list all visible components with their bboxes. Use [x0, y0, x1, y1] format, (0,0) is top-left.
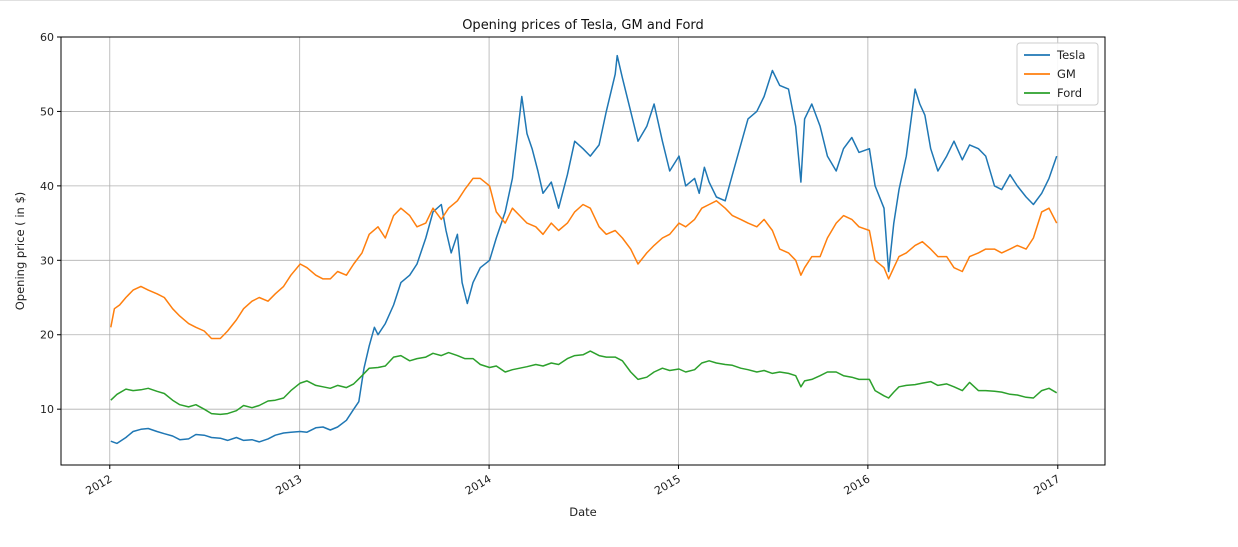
- x-axis-ticks: 2012 2013 2014 2015 2016 2017: [84, 465, 1063, 498]
- x-tick-label: 2017: [1032, 472, 1063, 497]
- x-tick-label: 2013: [273, 472, 304, 497]
- chart-title: Opening prices of Tesla, GM and Ford: [462, 18, 704, 33]
- x-tick-label: 2016: [842, 472, 873, 497]
- x-tick-label: 2014: [463, 472, 494, 497]
- x-axis-label: Date: [569, 505, 597, 519]
- y-tick-label: 30: [40, 254, 54, 267]
- y-tick-label: 40: [40, 180, 54, 193]
- legend-label-tesla: Tesla: [1056, 48, 1085, 62]
- x-tick-label: 2012: [84, 472, 115, 497]
- series-layer: [110, 54, 1058, 445]
- y-tick-label: 20: [40, 329, 54, 342]
- y-tick-label: 10: [40, 403, 54, 416]
- legend: Tesla GM Ford: [1016, 42, 1099, 106]
- y-axis-label: Opening price ( in $): [13, 192, 27, 311]
- grid-lines: [61, 36, 1105, 465]
- legend-label-ford: Ford: [1057, 86, 1082, 100]
- plot-frame: [60, 36, 1106, 466]
- legend-box: [1016, 42, 1099, 106]
- y-tick-label: 50: [40, 105, 54, 118]
- series-line-gm: [110, 177, 1058, 340]
- legend-label-gm: GM: [1057, 67, 1076, 81]
- y-tick-label: 60: [40, 31, 54, 44]
- x-tick-label: 2015: [652, 472, 683, 497]
- series-line-ford: [110, 350, 1058, 416]
- series-line-tesla: [110, 54, 1058, 445]
- page-divider: [0, 0, 1238, 1]
- y-axis-ticks: 10 20 30 40 50 60: [40, 31, 61, 416]
